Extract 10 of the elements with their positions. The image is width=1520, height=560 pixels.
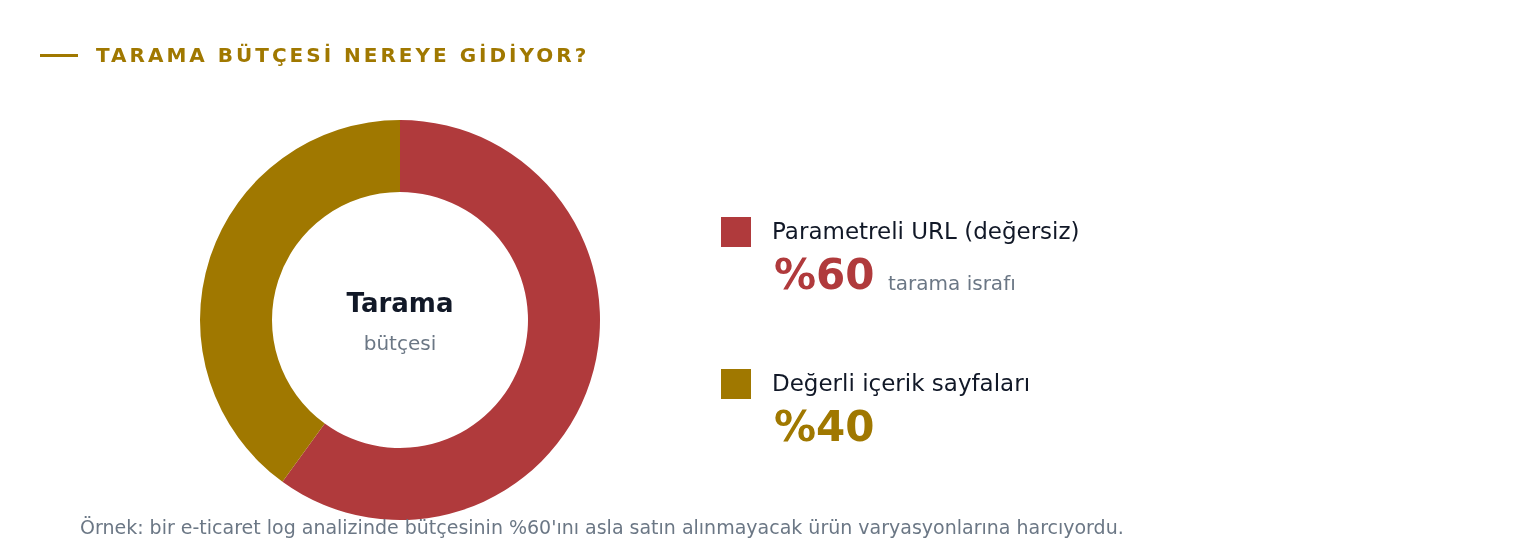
data-label: %60 (774, 250, 875, 299)
text: Örnek: bir e-ticaret log analizinde bütçesinin %60'ını asla satın alınmayacak ürün varyasyonlarına harcıyordu. (80, 516, 1124, 538)
donut-slice (282, 120, 600, 520)
legend-label: Değerli içerik sayfaları (772, 370, 1031, 396)
text: bütçesi (363, 331, 437, 355)
chart-title: TARAMA BÜTÇESİ NEREYE GİDİYOR? (96, 43, 590, 67)
text: Tarama (346, 288, 454, 318)
legend-label: Parametreli URL (değersiz) (772, 218, 1080, 244)
text: tarama israfı (888, 271, 1016, 295)
data-label: %40 (774, 402, 875, 451)
